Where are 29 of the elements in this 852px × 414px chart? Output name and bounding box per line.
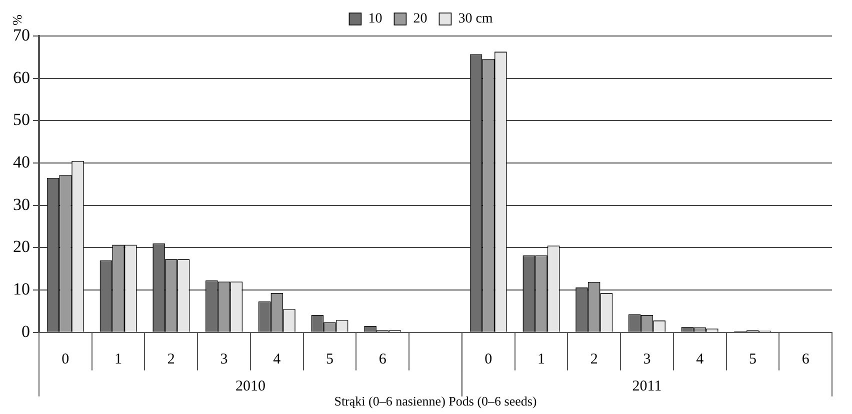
x-tick-label: 2: [167, 351, 175, 368]
y-tick-label: 40: [13, 152, 30, 172]
x-axis-title: Strąki (0–6 nasienne) Pods (0–6 seeds): [334, 394, 537, 409]
y-tick-label: 10: [13, 280, 30, 299]
text: 2011: [632, 378, 662, 394]
x-tick-label: 4: [696, 351, 704, 368]
x-tick-label: 3: [220, 351, 228, 368]
legend-label: 20: [413, 12, 428, 27]
x-tick-label: 0: [484, 351, 492, 368]
legend-label: 10: [368, 12, 382, 27]
y-tick-label: 60: [13, 68, 30, 87]
legend-label: 30 cm: [458, 12, 493, 27]
y-tick-label: 50: [13, 110, 30, 130]
x-tick-label: 1: [537, 351, 545, 368]
y-tick-label: 0: [22, 322, 30, 341]
x-tick-label: 6: [378, 351, 387, 368]
text: 2010: [235, 378, 266, 394]
x-tick-label: 3: [643, 351, 651, 368]
y-tick-label: 70: [13, 25, 30, 44]
y-axis-title: %: [9, 14, 24, 26]
x-tick-label: 5: [326, 351, 334, 368]
x-tick-label: 1: [114, 351, 122, 368]
x-tick-label: 4: [273, 351, 282, 368]
y-tick-label: 30: [13, 194, 30, 214]
y-tick-label: 20: [13, 237, 30, 256]
x-tick-label: 5: [748, 351, 756, 368]
x-tick-label: 2: [590, 351, 598, 368]
x-tick-label: 6: [802, 351, 810, 368]
x-tick-label: 0: [62, 351, 70, 368]
